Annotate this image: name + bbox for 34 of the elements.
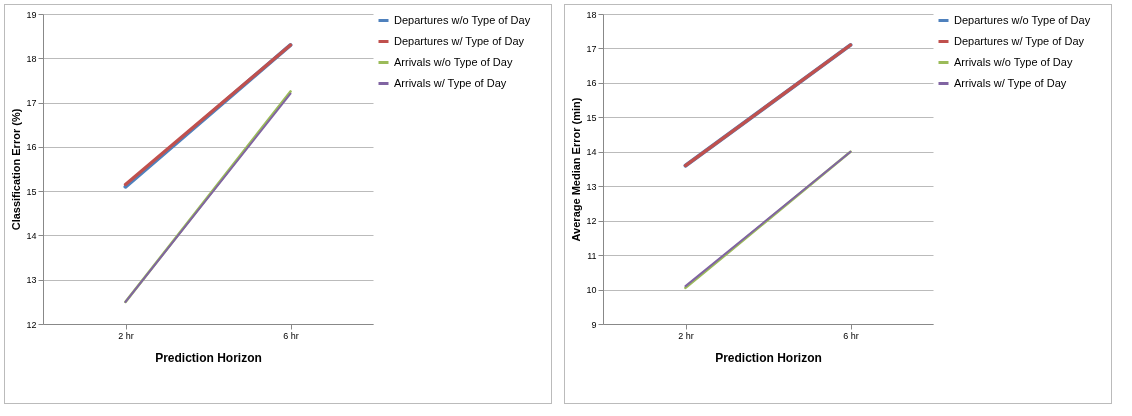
legend-label: Departures w/ Type of Day bbox=[954, 34, 1085, 47]
x-tick-label: 2 hr bbox=[118, 330, 134, 341]
y-tick-label: 9 bbox=[591, 319, 597, 330]
legend-label: Departures w/ Type of Day bbox=[394, 34, 525, 47]
x-tick-label: 6 hr bbox=[843, 330, 859, 341]
y-tick-label: 17 bbox=[26, 98, 37, 109]
y-tick-label: 12 bbox=[26, 319, 37, 330]
x-axis-title: Prediction Horizon bbox=[155, 350, 262, 365]
y-tick-label: 18 bbox=[26, 53, 37, 64]
y-tick-label: 18 bbox=[586, 9, 597, 20]
legend-label: Arrivals w/ Type of Day bbox=[394, 76, 507, 89]
x-axis-title: Prediction Horizon bbox=[715, 350, 822, 365]
y-tick-label: 12 bbox=[586, 216, 597, 227]
y-tick-label: 15 bbox=[586, 112, 597, 123]
y-tick-label: 19 bbox=[26, 9, 37, 20]
y-tick-label: 13 bbox=[26, 275, 37, 286]
y-tick-label: 16 bbox=[26, 142, 37, 153]
x-tick-label: 2 hr bbox=[678, 330, 694, 341]
y-tick-label: 17 bbox=[586, 43, 597, 54]
legend-label: Arrivals w/ Type of Day bbox=[954, 76, 1067, 89]
y-tick-label: 14 bbox=[26, 230, 37, 241]
y-tick-label: 10 bbox=[586, 285, 597, 296]
y-axis-title: Classification Error (%) bbox=[10, 108, 23, 231]
legend-label: Departures w/o Type of Day bbox=[954, 13, 1091, 26]
legend-label: Arrivals w/o Type of Day bbox=[394, 55, 513, 68]
y-tick-label: 14 bbox=[586, 147, 597, 158]
y-axis-title: Average Median Error (min) bbox=[570, 97, 583, 242]
x-tick-label: 6 hr bbox=[283, 330, 299, 341]
y-tick-label: 15 bbox=[26, 186, 37, 197]
legend-label: Departures w/o Type of Day bbox=[394, 13, 531, 26]
y-tick-label: 13 bbox=[586, 181, 597, 192]
legend-label: Arrivals w/o Type of Day bbox=[954, 55, 1073, 68]
y-tick-label: 11 bbox=[587, 250, 597, 261]
y-tick-label: 16 bbox=[586, 78, 597, 89]
